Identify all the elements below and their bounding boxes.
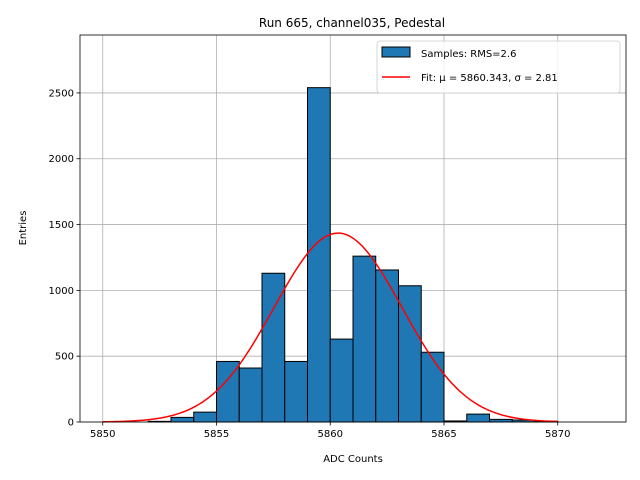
y-tick-label: 2000	[49, 154, 74, 165]
histogram-bar	[238, 367, 263, 423]
fit-curve	[102, 232, 558, 423]
legend-fit-label: Fit: μ = 5860.343, σ = 2.81	[421, 73, 558, 84]
y-tick-label: 500	[55, 352, 74, 363]
chart-title: Run 665, channel035, Pedestal	[259, 16, 445, 30]
legend-samples-swatch	[381, 46, 411, 58]
legend: Samples: RMS=2.6 Fit: μ = 5860.343, σ = …	[376, 40, 621, 94]
histogram-bar	[420, 351, 445, 423]
x-axis-label: ADC Counts	[323, 454, 383, 465]
histogram-bar	[329, 338, 354, 423]
fit-curve-group	[102, 232, 558, 423]
histogram-bar	[352, 255, 377, 423]
plot-frame	[79, 34, 627, 423]
histogram-bars	[147, 87, 559, 423]
y-tick-label: 1000	[49, 286, 74, 297]
y-tick-label: 2500	[49, 88, 74, 99]
x-tick-label: 5860	[318, 429, 343, 440]
histogram-bar	[307, 87, 331, 423]
histogram-bar	[193, 411, 217, 423]
histogram-bar	[284, 360, 308, 423]
y-tick-label: 1500	[49, 220, 74, 231]
y-axis-ticks: 0 500 1000 1500 2000 2500	[49, 88, 80, 429]
x-tick-label: 5850	[90, 429, 115, 440]
histogram-bar	[375, 269, 399, 423]
x-axis-ticks: 5850 5855 5860 5865 5870	[90, 422, 570, 440]
x-tick-label: 5870	[545, 429, 570, 440]
legend-frame	[376, 40, 621, 94]
x-tick-label: 5855	[204, 429, 229, 440]
x-tick-label: 5865	[431, 429, 456, 440]
histogram-bar	[170, 416, 195, 423]
y-axis-label: Entries	[18, 211, 29, 246]
y-tick-label: 0	[68, 418, 74, 429]
legend-samples-label: Samples: RMS=2.6	[421, 49, 516, 60]
histogram-bar	[466, 413, 490, 423]
